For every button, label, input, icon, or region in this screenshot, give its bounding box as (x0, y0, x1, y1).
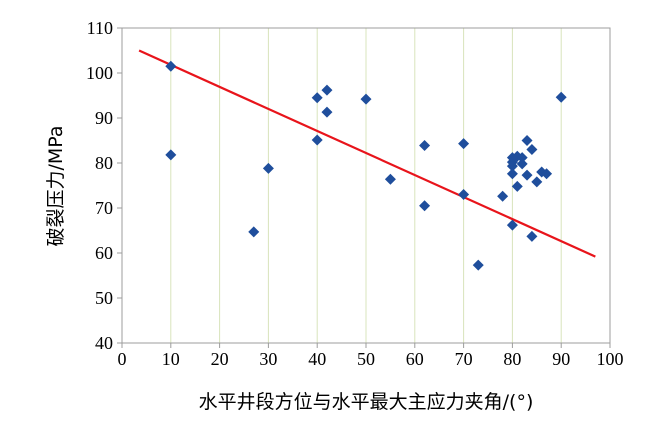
x-tick-label: 50 (357, 349, 375, 369)
data-point (458, 189, 470, 200)
data-point (165, 60, 177, 72)
x-tick-label: 80 (503, 349, 521, 369)
x-tick-label: 90 (552, 349, 570, 369)
data-points (165, 60, 567, 271)
data-point (321, 106, 333, 118)
data-point (360, 93, 372, 105)
data-point (521, 135, 533, 146)
data-point (506, 219, 518, 231)
x-tick-label: 20 (211, 349, 229, 369)
x-tick-label: 70 (455, 349, 473, 369)
data-point (384, 173, 396, 185)
data-point (458, 138, 470, 150)
data-point (311, 92, 323, 104)
data-point (165, 149, 177, 161)
data-point (472, 259, 484, 271)
x-tick-label: 0 (118, 349, 127, 369)
data-point (531, 176, 543, 188)
y-tick-label: 100 (86, 63, 113, 83)
x-axis-ticks: 0 10 20 30 40 50 60 70 80 90 100 (118, 343, 624, 369)
y-tick-label: 70 (95, 198, 113, 218)
data-point (526, 230, 538, 242)
data-point (516, 158, 528, 170)
x-tick-label: 40 (308, 349, 326, 369)
data-point (511, 180, 523, 192)
y-axis-ticks: 40 50 60 70 80 90 100 110 (86, 18, 122, 353)
trend-line (138, 49, 596, 258)
data-point (521, 169, 533, 181)
y-tick-label: 40 (95, 333, 113, 353)
y-tick-label: 80 (95, 153, 113, 173)
x-tick-label: 60 (406, 349, 424, 369)
data-point (526, 144, 538, 155)
data-point (321, 84, 333, 96)
data-point (419, 200, 431, 212)
data-point (555, 91, 567, 103)
y-tick-label: 110 (87, 18, 113, 38)
y-axis-title: 破裂压力/MPa (45, 125, 67, 246)
y-tick-label: 50 (95, 288, 113, 308)
x-tick-label: 100 (597, 349, 624, 369)
y-tick-label: 90 (95, 108, 113, 128)
data-point (419, 139, 431, 151)
data-point (506, 168, 518, 180)
data-point (311, 134, 323, 146)
data-point (516, 152, 528, 164)
grid-lines (170, 28, 562, 343)
data-point (262, 162, 274, 174)
data-point (497, 190, 509, 202)
data-point (248, 226, 260, 238)
x-tick-label: 30 (259, 349, 277, 369)
y-tick-label: 60 (95, 243, 113, 263)
data-point (506, 160, 518, 172)
data-point (541, 168, 553, 180)
x-tick-label: 10 (162, 349, 180, 369)
x-axis-title: 水平井段方位与水平最大主应力夹角/(°) (199, 391, 534, 413)
